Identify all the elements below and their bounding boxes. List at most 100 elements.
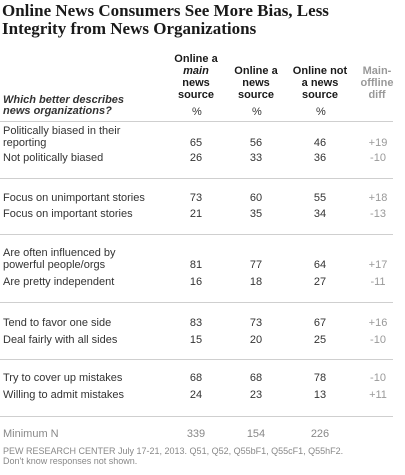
value-cell: 26 [189, 152, 203, 164]
col-header-online-main-line: Online a [174, 53, 218, 65]
value-cell: 64 [313, 259, 327, 271]
col-header-diff: Main- offline diff [352, 65, 402, 101]
value-cell: 35 [249, 208, 263, 220]
row-label-line: Focus on unimportant stories [3, 192, 145, 204]
diff-cell: -10 [370, 372, 386, 384]
row-label: Are often influenced by powerful people/… [3, 247, 116, 271]
diff-cell: +18 [368, 192, 388, 204]
row-label-line: Willing to admit mistakes [3, 389, 125, 401]
separator-line [0, 178, 393, 179]
row-label-line: Try to cover up mistakes [3, 372, 123, 384]
value-cell: 60 [249, 192, 263, 204]
value-cell: 65 [189, 137, 203, 149]
value-cell: 73 [189, 192, 203, 204]
col-header-online-news-line: news [242, 77, 270, 89]
col-header-diff-line: offline [360, 77, 394, 89]
question-label: Which better describes news organization… [3, 95, 124, 117]
row-label-line: Focus on important stories [3, 208, 133, 220]
source-note: PEW RESEARCH CENTER July 17-21, 2013. Q5… [3, 446, 343, 466]
col-header-online-main-line: source [177, 89, 215, 101]
value-cell: 27 [313, 276, 327, 288]
value-cell: 46 [313, 137, 327, 149]
col-header-diff-line: Main- [362, 65, 392, 77]
separator-line [0, 121, 393, 122]
row-label: Tend to favor one side [3, 317, 111, 329]
value-cell: 68 [249, 372, 263, 384]
diff-cell: -11 [370, 276, 386, 288]
percent-label: % [192, 106, 202, 118]
value-cell: 16 [189, 276, 203, 288]
diff-cell: +11 [369, 389, 387, 401]
value-cell: 83 [189, 317, 203, 329]
col-header-online-news-line: source [237, 89, 275, 101]
value-cell: 67 [313, 317, 327, 329]
page-title: Online News Consumers See More Bias, Les… [2, 2, 402, 38]
row-label: Try to cover up mistakes [3, 372, 122, 384]
value-cell: 24 [189, 389, 203, 401]
value-cell: 81 [189, 259, 203, 271]
row-label: Deal fairly with all sides [3, 334, 117, 346]
diff-cell: +16 [368, 317, 388, 329]
value-cell: 20 [249, 334, 263, 346]
diff-cell: -10 [370, 334, 386, 346]
row-label: Willing to admit mistakes [3, 389, 124, 401]
value-cell: 21 [189, 208, 203, 220]
row-label-line: Deal fairly with all sides [3, 334, 118, 346]
col-header-online-main-line: news [182, 77, 210, 89]
separator-line [0, 302, 393, 303]
value-cell: 18 [249, 276, 263, 288]
minimum-n-value: 339 [186, 428, 206, 440]
minimum-n-value: 154 [246, 428, 266, 440]
col-header-online-not-line: a news [301, 77, 339, 89]
value-cell: 13 [313, 389, 327, 401]
percent-label: % [252, 106, 262, 118]
value-cell: 25 [313, 334, 327, 346]
value-cell: 36 [313, 152, 327, 164]
value-cell: 56 [249, 137, 263, 149]
diff-cell: +19 [368, 137, 388, 149]
question-line: news organizations? [3, 105, 112, 117]
diff-cell: +17 [368, 259, 388, 271]
diff-cell: -10 [370, 152, 386, 164]
title-line-2: Integrity from News Organizations [2, 19, 257, 38]
col-header-online-main-line: main [183, 65, 209, 77]
separator-line [0, 234, 393, 235]
col-header-diff-line: diff [368, 89, 386, 101]
value-cell: 33 [249, 152, 263, 164]
separator-line [0, 416, 393, 417]
value-cell: 77 [249, 259, 263, 271]
col-header-online-not-line: source [301, 89, 339, 101]
row-label-line: powerful people/orgs [3, 259, 106, 271]
source-line: PEW RESEARCH CENTER July 17-21, 2013. Q5… [3, 446, 344, 456]
diff-cell: -13 [370, 208, 386, 220]
percent-label: % [316, 106, 326, 118]
row-label-line: Not politically biased [3, 152, 104, 164]
col-header-online-news: Online a news source [227, 65, 285, 101]
source-line: Don't know responses not shown. [3, 456, 138, 466]
row-label-line: reporting [3, 137, 47, 149]
row-label: Are pretty independent [3, 276, 114, 288]
row-label-line: Are pretty independent [3, 276, 115, 288]
value-cell: 55 [313, 192, 327, 204]
row-label-line: Are often influenced by [3, 247, 116, 259]
separator-line [0, 359, 393, 360]
value-cell: 73 [249, 317, 263, 329]
row-label: Not politically biased [3, 152, 103, 164]
row-label-line: Politically biased in their [3, 125, 121, 137]
col-header-online-not-line: Online not [292, 65, 348, 77]
value-cell: 34 [313, 208, 327, 220]
title-line-1: Online News Consumers See More Bias, Les… [2, 1, 329, 20]
question-line: Which better describes [3, 94, 125, 106]
row-label: Politically biased in their reporting [3, 125, 120, 149]
row-label: Focus on important stories [3, 208, 133, 220]
row-label: Focus on unimportant stories [3, 192, 145, 204]
value-cell: 23 [249, 389, 263, 401]
row-label-line: Tend to favor one side [3, 317, 112, 329]
col-header-online-main: Online a main news source [168, 53, 224, 101]
minimum-n-label: Minimum N [3, 428, 59, 440]
value-cell: 78 [313, 372, 327, 384]
minimum-n-value: 226 [310, 428, 330, 440]
value-cell: 68 [189, 372, 203, 384]
col-header-online-not: Online not a news source [288, 65, 352, 101]
value-cell: 15 [189, 334, 203, 346]
